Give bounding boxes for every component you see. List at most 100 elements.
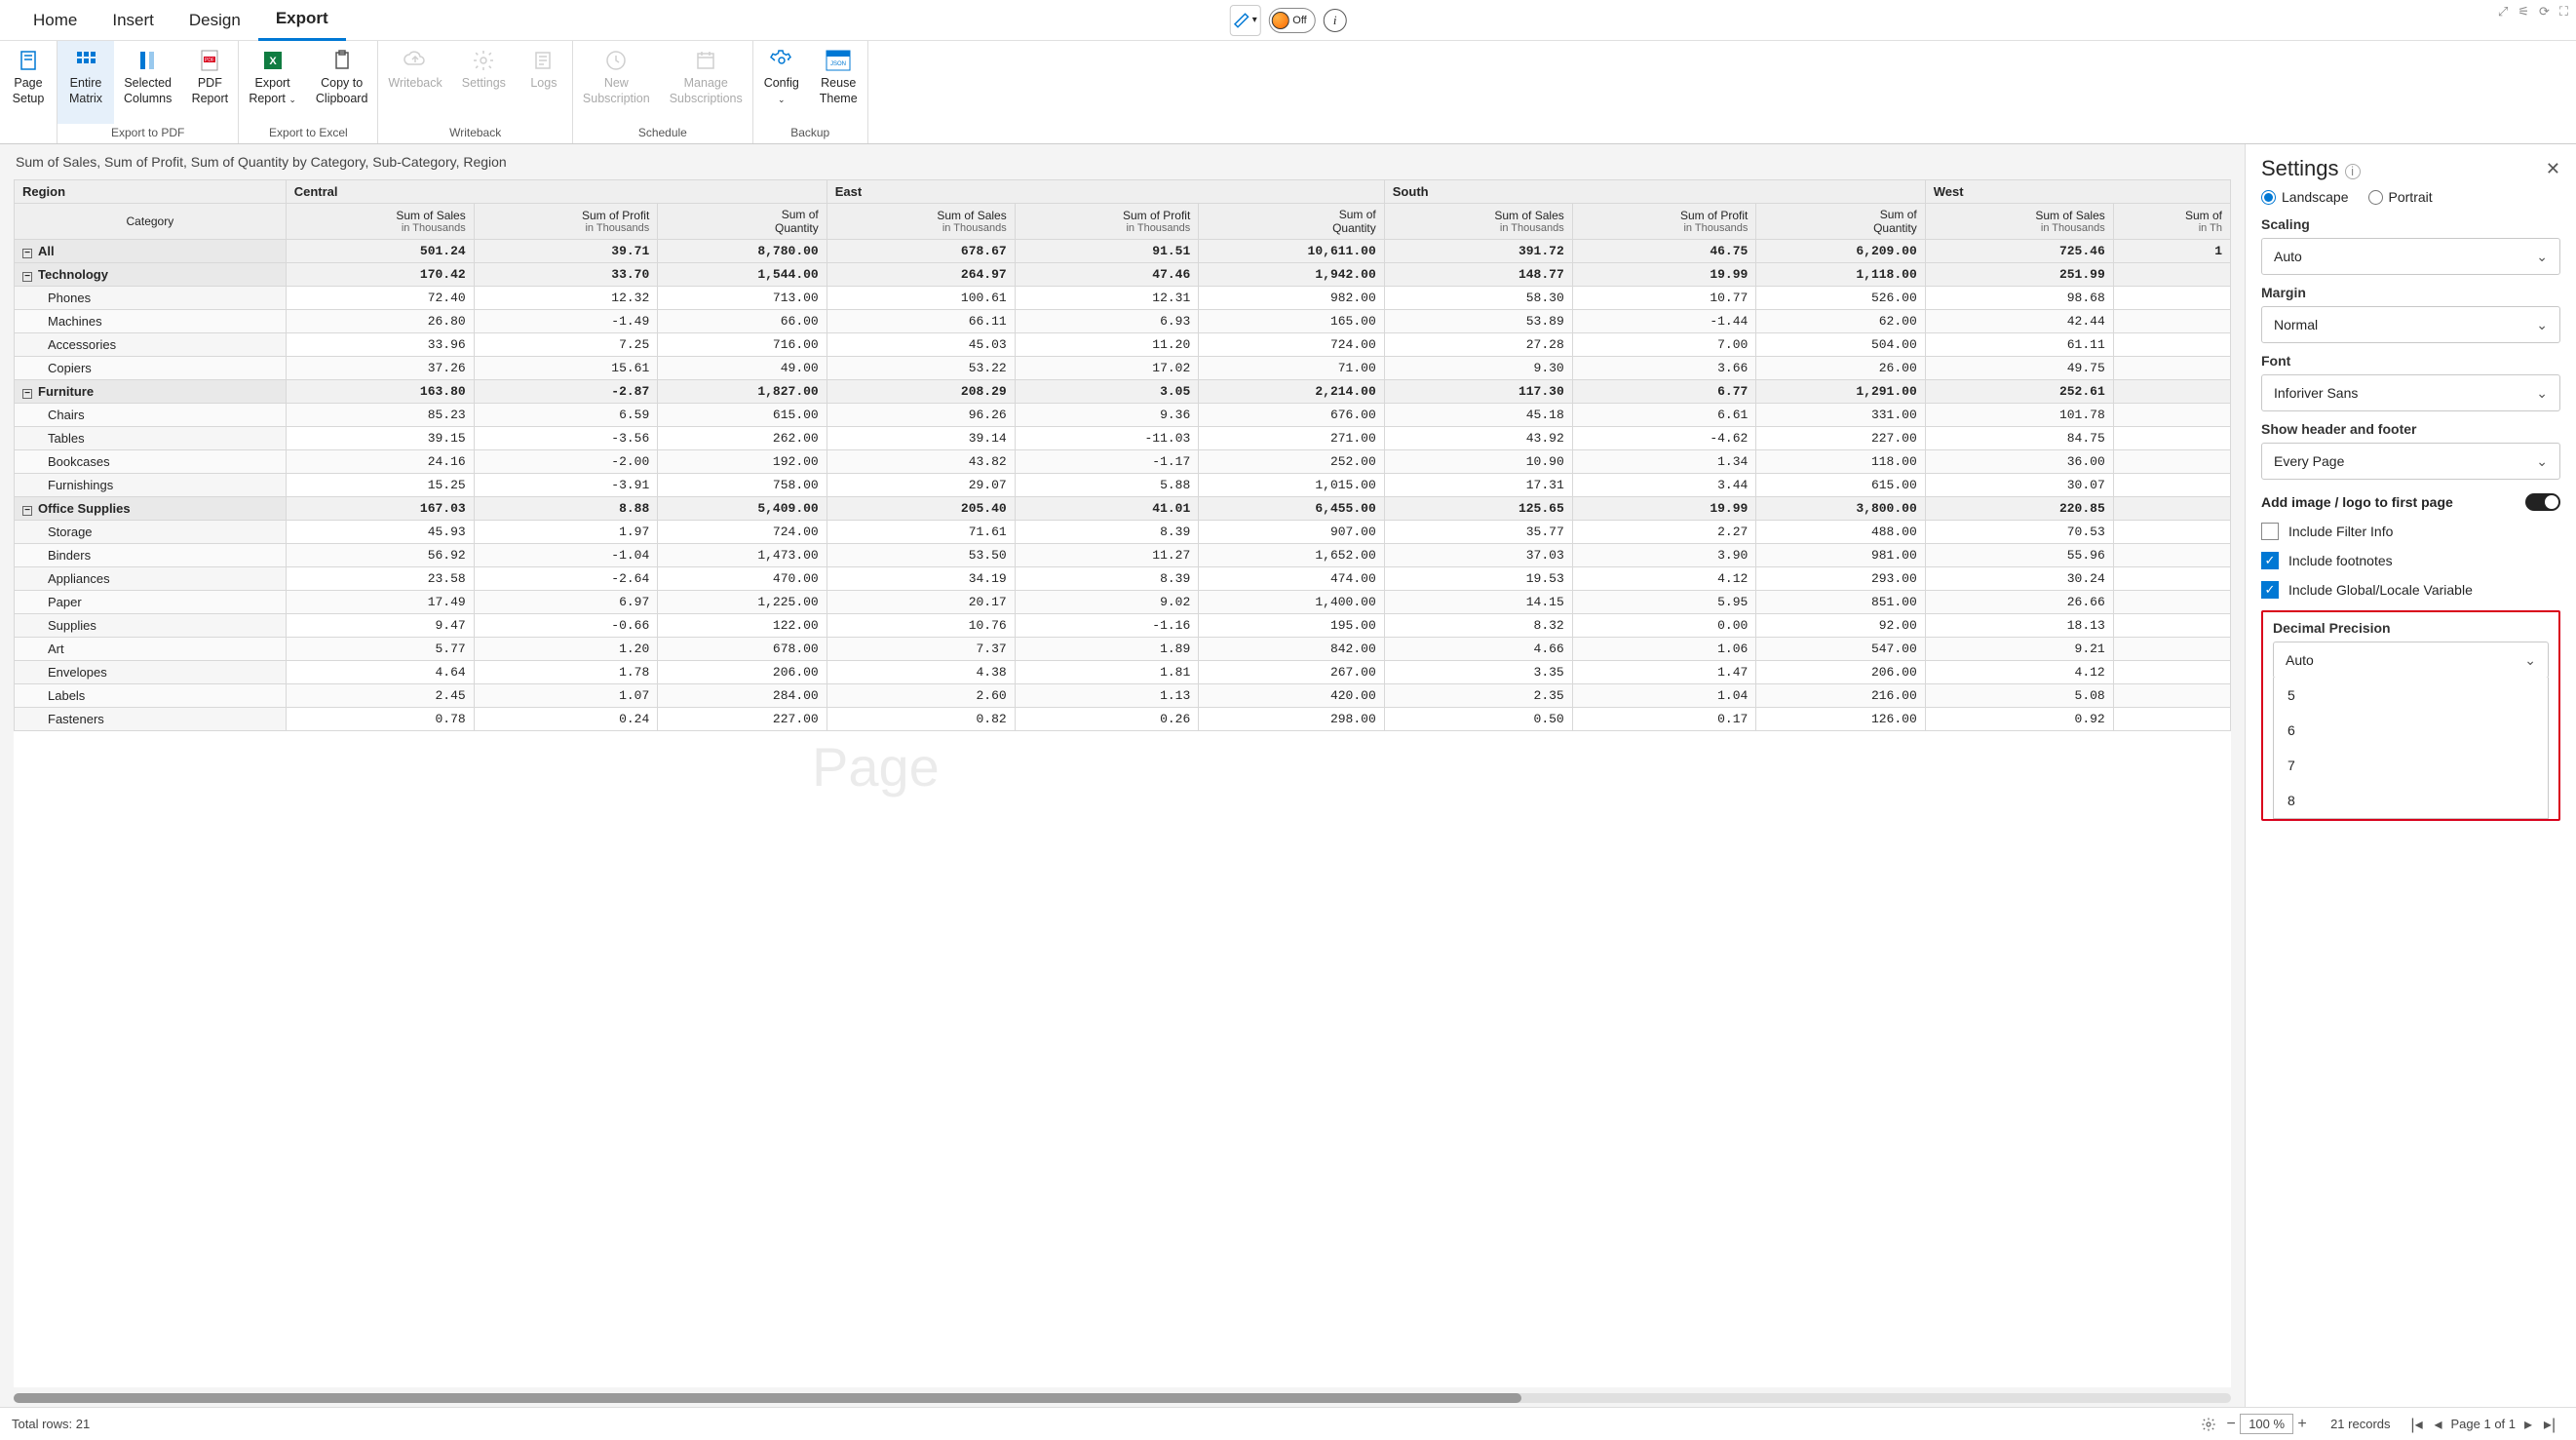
cell: 284.00 — [658, 684, 827, 708]
scaling-select[interactable]: Auto⌄ — [2261, 238, 2560, 275]
cell: 10.76 — [827, 614, 1015, 638]
collapse-icon[interactable]: − — [22, 506, 32, 516]
status-gear-icon[interactable] — [2201, 1417, 2216, 1432]
table-row[interactable]: Machines26.80-1.4966.0066.116.93165.0053… — [15, 310, 2231, 333]
cell: 6,209.00 — [1756, 240, 1925, 263]
svg-text:PDF: PDF — [205, 58, 214, 63]
selected-columns-button[interactable]: SelectedColumns — [114, 41, 181, 124]
measure-header: Sum of Profitin Thousands — [474, 204, 658, 240]
row-label: Bookcases — [15, 450, 287, 474]
matrix-table-container[interactable]: Page Region Central East South West Cate… — [14, 179, 2231, 1387]
power-toggle[interactable]: Off — [1268, 8, 1315, 33]
collapse-icon[interactable]: − — [22, 272, 32, 282]
radio-landscape[interactable]: Landscape — [2261, 189, 2349, 205]
table-row[interactable]: Envelopes4.641.78206.004.381.81267.003.3… — [15, 661, 2231, 684]
precision-option[interactable]: 6 — [2274, 713, 2548, 748]
precision-option[interactable]: 7 — [2274, 748, 2548, 783]
zoom-in-button[interactable]: + — [2293, 1416, 2311, 1433]
cell: 331.00 — [1756, 404, 1925, 427]
info-icon[interactable]: i — [1324, 9, 1347, 32]
entire-matrix-button[interactable]: EntireMatrix — [58, 41, 114, 124]
cell: 5.95 — [1572, 591, 1756, 614]
decimal-precision-select[interactable]: Auto⌄ — [2273, 642, 2549, 679]
table-row[interactable]: −Furniture163.80-2.871,827.00208.293.052… — [15, 380, 2231, 404]
new-sub-button: NewSubscription — [573, 41, 660, 124]
row-label: Fasteners — [15, 708, 287, 731]
config-button[interactable]: Config⌄ — [753, 41, 810, 124]
page-setup-button[interactable]: PageSetup — [0, 41, 57, 124]
zoom-out-button[interactable]: − — [2222, 1416, 2240, 1433]
table-row[interactable]: Chairs85.236.59615.0096.269.36676.0045.1… — [15, 404, 2231, 427]
cell — [2113, 474, 2230, 497]
table-row[interactable]: Binders56.92-1.041,473.0053.5011.271,652… — [15, 544, 2231, 567]
cell: 84.75 — [1925, 427, 2113, 450]
table-row[interactable]: Appliances23.58-2.64470.0034.198.39474.0… — [15, 567, 2231, 591]
table-row[interactable]: −All501.2439.718,780.00678.6791.5110,611… — [15, 240, 2231, 263]
export-report-button[interactable]: X ExportReport ⌄ — [239, 41, 306, 124]
table-row[interactable]: Paper17.496.971,225.0020.179.021,400.001… — [15, 591, 2231, 614]
cell: 42.44 — [1925, 310, 2113, 333]
collapse-icon[interactable]: − — [22, 249, 32, 258]
cell: 47.46 — [1015, 263, 1199, 287]
pencil-dropdown-icon[interactable]: ▾ — [1229, 5, 1260, 36]
row-label: −Furniture — [15, 380, 287, 404]
measure-header: Sum ofQuantity — [1756, 204, 1925, 240]
next-page-button[interactable]: ▸ — [2519, 1416, 2537, 1433]
table-row[interactable]: Labels2.451.07284.002.601.13420.002.351.… — [15, 684, 2231, 708]
radio-portrait[interactable]: Portrait — [2368, 189, 2433, 205]
cell: -0.66 — [474, 614, 658, 638]
cell: 1.81 — [1015, 661, 1199, 684]
copy-clipboard-button[interactable]: Copy toClipboard — [306, 41, 378, 124]
tab-home[interactable]: Home — [16, 0, 95, 41]
cell: 9.21 — [1925, 638, 2113, 661]
zoom-value[interactable]: 100 % — [2240, 1414, 2293, 1434]
include-global-checkbox[interactable]: ✓ — [2261, 581, 2279, 599]
row-label: Furnishings — [15, 474, 287, 497]
prev-page-button[interactable]: ◂ — [2430, 1416, 2447, 1433]
table-row[interactable]: Fasteners0.780.24227.000.820.26298.000.5… — [15, 708, 2231, 731]
horizontal-scrollbar[interactable] — [14, 1393, 2231, 1403]
cell: 45.03 — [827, 333, 1015, 357]
reuse-theme-button[interactable]: JSON ReuseTheme — [810, 41, 867, 124]
table-row[interactable]: Copiers37.2615.6149.0053.2217.0271.009.3… — [15, 357, 2231, 380]
pdf-report-button[interactable]: PDF PDFReport — [181, 41, 238, 124]
table-row[interactable]: Storage45.931.97724.0071.618.39907.0035.… — [15, 521, 2231, 544]
table-row[interactable]: −Technology170.4233.701,544.00264.9747.4… — [15, 263, 2231, 287]
collapse-icon[interactable]: − — [22, 389, 32, 399]
cell: 3,800.00 — [1756, 497, 1925, 521]
close-icon[interactable]: ✕ — [2546, 159, 2560, 179]
last-page-button[interactable]: ▸| — [2541, 1416, 2558, 1433]
settings-panel: Settings i ✕ Landscape Portrait Scaling … — [2245, 144, 2576, 1407]
font-select[interactable]: Inforiver Sans⌄ — [2261, 374, 2560, 411]
precision-option[interactable]: 8 — [2274, 783, 2548, 818]
header-footer-select[interactable]: Every Page⌄ — [2261, 443, 2560, 480]
table-row[interactable]: Supplies9.47-0.66122.0010.76-1.16195.008… — [15, 614, 2231, 638]
include-footnotes-checkbox[interactable]: ✓ — [2261, 552, 2279, 569]
cell: 6.93 — [1015, 310, 1199, 333]
cell: 0.24 — [474, 708, 658, 731]
table-row[interactable]: Phones72.4012.32713.00100.6112.31982.005… — [15, 287, 2231, 310]
margin-select[interactable]: Normal⌄ — [2261, 306, 2560, 343]
add-image-toggle[interactable] — [2525, 493, 2560, 511]
table-row[interactable]: Art5.771.20678.007.371.89842.004.661.065… — [15, 638, 2231, 661]
cell — [2113, 333, 2230, 357]
cell: 58.30 — [1384, 287, 1572, 310]
include-filter-checkbox[interactable] — [2261, 523, 2279, 540]
tab-design[interactable]: Design — [172, 0, 258, 41]
cell: 62.00 — [1756, 310, 1925, 333]
cell: 0.92 — [1925, 708, 2113, 731]
table-row[interactable]: Tables39.15-3.56262.0039.14-11.03271.004… — [15, 427, 2231, 450]
include-filter-label: Include Filter Info — [2288, 524, 2393, 539]
cell: 1.20 — [474, 638, 658, 661]
tab-insert[interactable]: Insert — [95, 0, 172, 41]
table-row[interactable]: Bookcases24.16-2.00192.0043.82-1.17252.0… — [15, 450, 2231, 474]
precision-option[interactable]: 5 — [2274, 678, 2548, 713]
first-page-button[interactable]: |◂ — [2408, 1416, 2426, 1433]
table-row[interactable]: Accessories33.967.25716.0045.0311.20724.… — [15, 333, 2231, 357]
table-row[interactable]: −Office Supplies167.038.885,409.00205.40… — [15, 497, 2231, 521]
table-row[interactable]: Furnishings15.25-3.91758.0029.075.881,01… — [15, 474, 2231, 497]
decimal-precision-dropdown[interactable]: 5678 — [2273, 678, 2549, 819]
canvas-subtitle: Sum of Sales, Sum of Profit, Sum of Quan… — [0, 144, 2245, 179]
cell: 30.24 — [1925, 567, 2113, 591]
tab-export[interactable]: Export — [258, 0, 346, 41]
